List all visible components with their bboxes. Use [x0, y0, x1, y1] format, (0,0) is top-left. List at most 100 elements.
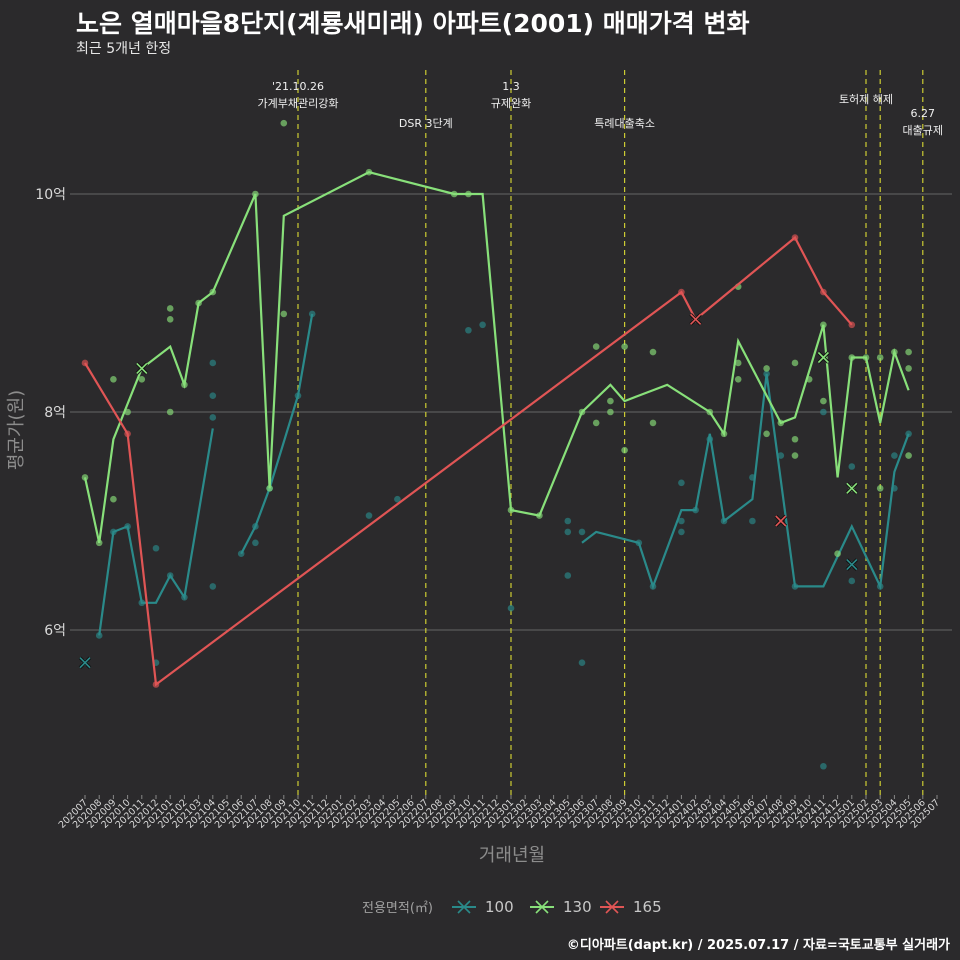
data-point [209, 414, 217, 421]
data-point [607, 408, 614, 416]
y-axis-title: 평균가(원) [6, 390, 27, 470]
data-point [820, 397, 827, 405]
legend-label: 100 [485, 898, 514, 916]
data-point [791, 452, 799, 459]
event-annotation-text: 1.3 [502, 80, 520, 93]
y-axis-ticks: 6억 8억 10억 [35, 187, 66, 639]
cross-marker [78, 656, 92, 669]
data-point [649, 419, 657, 427]
cross-marker [774, 514, 788, 528]
data-point [507, 604, 515, 612]
series-line [581, 373, 910, 591]
event-annotation-text: 대출규제 [903, 124, 943, 137]
data-point [891, 452, 898, 459]
data-point [649, 348, 657, 356]
data-point [820, 408, 827, 416]
data-point [621, 446, 628, 454]
cross-marker [135, 362, 149, 375]
series-100 [78, 310, 912, 770]
event-lines [297, 70, 924, 795]
data-point [280, 310, 288, 318]
data-point [479, 321, 486, 329]
data-point [678, 528, 685, 536]
data-point [592, 419, 600, 427]
legend-item-130: 130 [530, 898, 592, 916]
data-point [749, 517, 756, 525]
data-point [905, 452, 912, 459]
data-point [465, 326, 472, 334]
legend-item-165: 165 [600, 898, 662, 916]
x-axis-title: 거래년월 [479, 845, 545, 866]
series-line [84, 235, 853, 687]
cross-marker [817, 351, 830, 364]
chart-title: 노은 열매마을8단지(계룡새미래) 아파트(2001) 매매가격 변화 [76, 9, 750, 38]
data-point [621, 343, 628, 350]
y-tick-label: 10억 [35, 187, 66, 203]
data-point [791, 359, 799, 367]
data-point [394, 495, 401, 503]
legend-label: 165 [633, 898, 662, 916]
series-130 [81, 119, 912, 557]
chart-subtitle: 최근 5개년 한정 [76, 41, 172, 57]
data-point [564, 517, 572, 525]
data-point [110, 376, 117, 383]
event-annotation-text: 규제완화 [491, 97, 531, 110]
y-tick-label: 8억 [44, 405, 66, 421]
data-point [905, 348, 912, 356]
data-point [848, 577, 856, 585]
event-annotation-text: 특례대출축소 [594, 117, 655, 130]
data-point [578, 659, 586, 666]
data-point [578, 528, 586, 536]
cross-marker [845, 558, 859, 571]
data-point [763, 365, 770, 372]
event-annotation-text: DSR 3단계 [399, 117, 453, 130]
series-165 [81, 234, 856, 688]
legend-swatch-cross [457, 900, 471, 914]
data-point [95, 632, 103, 639]
data-point [905, 365, 912, 372]
legend-label: 130 [563, 898, 592, 916]
cross-marker [689, 313, 702, 326]
data-point [138, 376, 146, 383]
data-point [791, 435, 799, 443]
data-point [152, 544, 160, 552]
data-point [166, 316, 174, 323]
y-tick-label: 6억 [44, 623, 66, 639]
data-point [834, 550, 841, 557]
data-point [209, 392, 217, 399]
data-point [110, 495, 117, 503]
data-point [848, 463, 856, 470]
data-point [564, 528, 572, 536]
data-point [252, 539, 259, 547]
data-point [678, 517, 685, 525]
event-annotation-text: 가계부채관리강화 [258, 97, 339, 110]
data-point [209, 583, 217, 590]
cross-marker [845, 482, 859, 495]
data-point [166, 305, 174, 312]
event-annotation-text: 6.27 [911, 107, 936, 120]
data-point [280, 119, 288, 127]
series-group [78, 119, 912, 770]
data-point [678, 479, 685, 487]
legend-item-100: 100 [452, 898, 514, 916]
data-point [607, 397, 614, 405]
data-point [876, 354, 884, 361]
data-point [564, 572, 572, 579]
data-point [365, 512, 373, 519]
legend: 전용면적(㎡) 100 130 165 [362, 898, 662, 916]
data-point [209, 359, 217, 367]
x-axis-ticks: 2020072020082020092020102020112020122021… [57, 795, 942, 831]
data-point [876, 485, 884, 492]
legend-swatch-cross [605, 900, 619, 914]
legend-swatch-cross [535, 900, 549, 914]
data-point [734, 359, 742, 367]
data-point [820, 762, 827, 770]
event-annotation-text: 토허제 해제 [839, 92, 893, 106]
event-annotation-text: '21.10.26 [272, 80, 324, 93]
data-point [763, 430, 770, 438]
series-line [83, 171, 910, 544]
legend-title: 전용면적(㎡) [362, 901, 433, 916]
data-point [166, 408, 174, 416]
